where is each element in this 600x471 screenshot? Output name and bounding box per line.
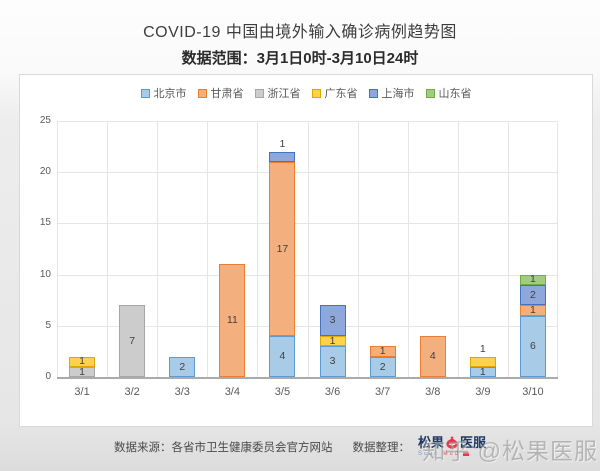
logo-text-left: 松果 [417, 435, 444, 450]
gridline-vertical [457, 121, 459, 377]
data-curation: 数据整理： 松果 医服 Scan Med [352, 436, 486, 457]
footer: 数据来源：各省市卫生健康委员会官方网站 数据整理： 松果 医服 Scan Med [0, 436, 600, 457]
data-source-label: 数据来源：各省市卫生健康委员会官方网站 [113, 442, 333, 454]
songguo-logo: 松果 医服 Scan Med [418, 436, 486, 457]
chart-legend: 北京市 甘肃省 浙江省 广东省 上海市 山东省 [20, 85, 592, 101]
bar-segment-3/9-广东省 [469, 356, 496, 367]
x-axis-label: 3/9 [475, 386, 491, 398]
bar-segment-3/7-北京市: 2 [369, 356, 396, 377]
gridline-vertical [507, 121, 509, 377]
page-title: COVID-19 中国由境外输入确诊病例趋势图 [143, 24, 457, 41]
plot-area: 0 5 10 15 20 25 1 1 3/1 7 3/2 2 3/3 11 3/4 4 17 1 3/5 3 1 3 3/… [40, 115, 558, 398]
bar-segment-3/10-甘肃省: 1 [519, 305, 546, 316]
gridline-vertical [357, 121, 359, 377]
bar-segment-3/4-甘肃省: 11 [219, 264, 246, 377]
x-axis-label: 3/2 [124, 386, 140, 398]
legend-item-广东省: 广东省 [311, 85, 358, 101]
y-tick-label: 15 [39, 217, 51, 229]
x-axis-label: 3/10 [522, 386, 544, 398]
bar-segment-3/5-北京市: 4 [269, 336, 296, 377]
bar-segment-3/5-甘肃省: 17 [269, 161, 296, 337]
bar-segment-3/1-广东省: 1 [69, 356, 96, 367]
gridline-vertical [107, 121, 109, 377]
legend-swatch [197, 88, 207, 98]
legend-item-上海市: 上海市 [368, 85, 415, 101]
bar-segment-3/10-上海市: 2 [519, 284, 546, 306]
legend-label: 甘肃省 [210, 88, 244, 100]
data-curation-label: 数据整理： [352, 442, 410, 454]
legend-swatch [368, 88, 378, 98]
logo-chip [463, 452, 470, 456]
bar-segment-3/6-上海市: 3 [319, 305, 346, 337]
page-subtitle: 数据范围：3月1日0时-3月10日24时 [181, 50, 419, 67]
bar-segment-3/5-上海市 [269, 151, 296, 162]
pinecone-pot-icon [445, 436, 459, 449]
logo-subtext: Scan Med [418, 451, 470, 457]
bar-segment-3/10-北京市: 6 [519, 315, 546, 377]
bar-segment-3/3-北京市: 2 [169, 356, 196, 377]
legend-swatch [254, 88, 264, 98]
x-axis-label: 3/6 [324, 386, 341, 398]
y-tick-label: 0 [45, 371, 51, 382]
legend-label: 上海市 [381, 88, 415, 100]
gridline-vertical [57, 121, 58, 377]
bar-data-label: 1 [479, 342, 486, 355]
bar-segment-3/6-广东省: 1 [319, 336, 346, 346]
bar-segment-3/8-甘肃省: 4 [419, 336, 446, 377]
x-axis-label: 3/5 [274, 386, 291, 398]
x-axis-label: 3/1 [74, 386, 90, 398]
bar-segment-3/7-甘肃省: 1 [369, 346, 396, 357]
bar-segment-3/6-北京市: 3 [319, 346, 346, 377]
legend-label: 山东省 [438, 88, 472, 100]
gridline-vertical [307, 121, 309, 377]
x-axis-label: 3/4 [224, 386, 240, 398]
gridline-vertical [207, 121, 209, 377]
bar-segment-3/1-浙江省: 1 [69, 366, 96, 377]
gridline-vertical [557, 121, 558, 377]
x-axis-label: 3/7 [374, 386, 391, 398]
gridline-vertical [257, 121, 259, 377]
legend-item-浙江省: 浙江省 [254, 85, 301, 101]
logo-text-right: 医服 [460, 435, 487, 450]
bar-segment-3/2-浙江省: 7 [119, 305, 146, 377]
legend-item-甘肃省: 甘肃省 [197, 85, 244, 101]
y-tick-label: 5 [45, 319, 51, 331]
legend-swatch [140, 88, 150, 98]
bar-data-label: 1 [279, 137, 286, 150]
legend-swatch [311, 88, 321, 98]
legend-label: 浙江省 [267, 88, 301, 100]
legend-item-山东省: 山东省 [425, 85, 472, 101]
legend-label: 广东省 [324, 88, 358, 100]
legend-item-北京市: 北京市 [140, 85, 187, 101]
gridline-vertical [157, 121, 159, 377]
bar-segment-3/9-北京市: 1 [469, 366, 496, 377]
y-tick-label: 20 [39, 166, 51, 178]
legend-swatch [425, 88, 435, 98]
legend-label: 北京市 [153, 88, 187, 100]
bar-segment-3/10-山东省: 1 [519, 274, 546, 285]
x-axis-label: 3/3 [174, 386, 190, 398]
gridline-vertical [407, 121, 409, 377]
y-tick-label: 10 [39, 268, 51, 280]
chart-panel: 北京市 甘肃省 浙江省 广东省 上海市 山东省 0 5 10 15 20 25 1 1 3/1 7 3/2 2 3… [19, 74, 593, 427]
y-tick-label: 25 [39, 115, 51, 126]
x-axis-label: 3/8 [425, 386, 441, 398]
zhihu-watermark: 知乎 @松果医服 [422, 438, 598, 464]
